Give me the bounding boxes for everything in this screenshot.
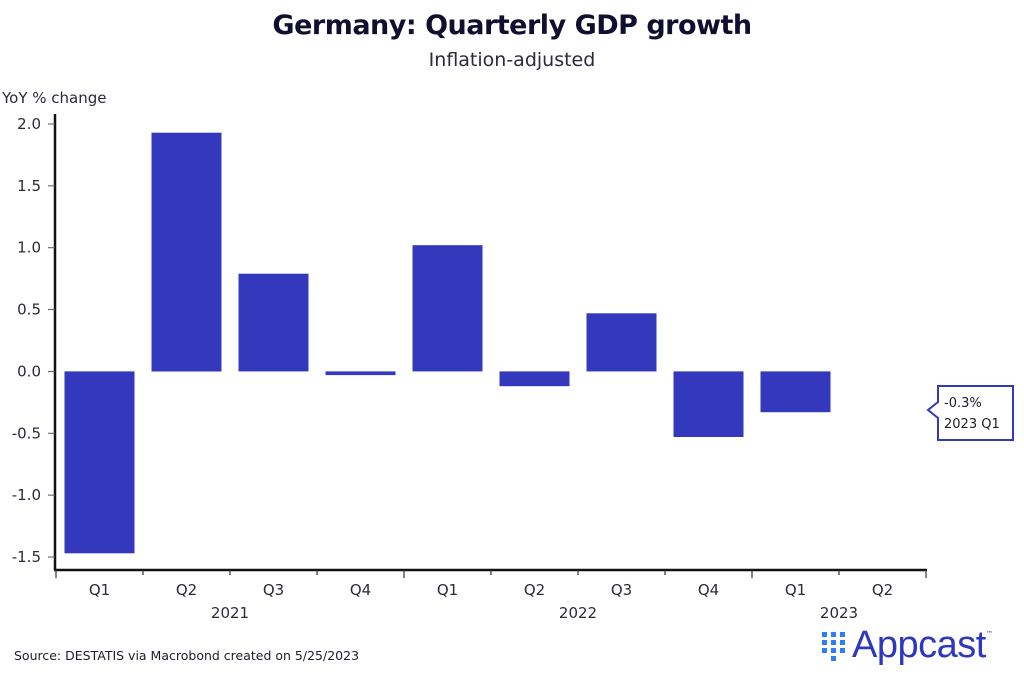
callout-box — [926, 385, 1014, 441]
callout-value: -0.3% — [944, 396, 982, 411]
bar-4 — [412, 245, 483, 372]
value-callout: -0.3% 2023 Q1 — [926, 385, 1014, 441]
dot-grid-icon — [822, 632, 845, 661]
year-label: 2022 — [559, 604, 597, 622]
y-tick-label: -1.5 — [12, 548, 41, 566]
x-tick-label: Q2 — [872, 581, 893, 599]
y-tick-label: 0.0 — [17, 362, 41, 380]
bar-2 — [238, 273, 309, 372]
y-tick-label: -1.0 — [12, 486, 41, 504]
y-tick-label: 1.0 — [17, 239, 41, 257]
callout-period: 2023 Q1 — [944, 417, 1000, 432]
year-label: 2023 — [820, 604, 858, 622]
y-tick-label: 1.5 — [17, 177, 41, 195]
bar-8 — [760, 371, 831, 413]
x-tick-label: Q1 — [785, 581, 806, 599]
bar-5 — [499, 371, 570, 387]
x-tick-label: Q1 — [437, 581, 458, 599]
y-axis-label: YoY % change — [2, 89, 107, 107]
x-tick-label: Q2 — [524, 581, 545, 599]
x-tick-label: Q2 — [176, 581, 197, 599]
source-note: Source: DESTATIS via Macrobond created o… — [14, 648, 360, 663]
bar-0 — [64, 371, 135, 554]
bars-group — [64, 132, 831, 554]
appcast-logo: Appcast ™ — [822, 624, 993, 666]
y-tick-label: -0.5 — [12, 424, 41, 442]
x-tick-label: Q1 — [89, 581, 110, 599]
x-axis: Q1 Q2 Q3 Q4 Q1 Q2 Q3 Q4 Q1 Q2 2021 2022 2023 — [54, 568, 927, 622]
bar-3 — [325, 371, 396, 376]
chart-subtitle: Inflation-adjusted — [428, 49, 596, 71]
y-tick-label: 0.5 — [17, 301, 41, 319]
chart-title: Germany: Quarterly GDP growth — [272, 10, 752, 41]
logo-trademark: ™ — [985, 630, 993, 638]
logo-text: Appcast — [852, 624, 986, 666]
x-tick-label: Q3 — [611, 581, 632, 599]
year-label: 2021 — [211, 604, 249, 622]
y-tick-label: 2.0 — [17, 115, 41, 133]
y-axis: 2.0 1.5 1.0 0.5 0.0 -0.5 -1.0 -1.5 — [12, 114, 57, 570]
x-tick-label: Q4 — [698, 581, 719, 599]
bar-7 — [673, 371, 744, 437]
bar-1 — [151, 132, 222, 372]
bar-6 — [586, 313, 657, 372]
x-tick-label: Q3 — [263, 581, 284, 599]
x-tick-label: Q4 — [350, 581, 371, 599]
